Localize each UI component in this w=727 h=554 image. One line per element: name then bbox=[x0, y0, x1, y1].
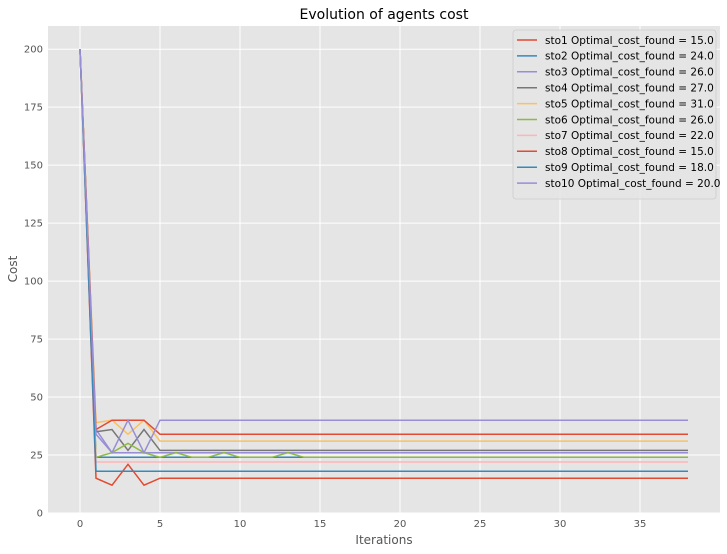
y-tick-label: 200 bbox=[24, 45, 43, 56]
x-tick-label: 5 bbox=[157, 519, 163, 530]
series-line-6 bbox=[79, 49, 688, 459]
series-line-10 bbox=[79, 49, 688, 455]
y-tick-label: 175 bbox=[24, 103, 43, 114]
legend-entry: sto6 Optimal_cost_found = 26.0 bbox=[545, 114, 714, 126]
legend-entry: sto9 Optimal_cost_found = 18.0 bbox=[545, 162, 714, 174]
y-tick-label: 125 bbox=[24, 219, 43, 230]
legend: sto1 Optimal_cost_found = 15.0 sto2 Optim… bbox=[512, 29, 721, 200]
legend-entry: sto5 Optimal_cost_found = 31.0 bbox=[545, 98, 714, 110]
y-tick-label: 25 bbox=[30, 451, 43, 462]
chart-title: Evolution of agents cost bbox=[300, 7, 469, 23]
legend-box bbox=[512, 29, 717, 200]
x-tick-label: 25 bbox=[474, 519, 487, 530]
x-axis-label: Iterations bbox=[355, 533, 412, 547]
y-tick-label: 75 bbox=[30, 335, 43, 346]
legend-entry: sto4 Optimal_cost_found = 27.0 bbox=[545, 83, 714, 95]
x-tick-label: 35 bbox=[634, 519, 647, 530]
ticks: 0 5 10 15 20 25 30 35 0 25 50 75 100 125 150 175 200 bbox=[24, 45, 646, 530]
x-tick-label: 15 bbox=[314, 519, 327, 530]
y-tick-label: 0 bbox=[37, 509, 43, 520]
x-tick-label: 10 bbox=[234, 519, 247, 530]
x-tick-label: 20 bbox=[394, 519, 407, 530]
series-line-1 bbox=[79, 49, 688, 487]
legend-entry: sto10 Optimal_cost_found = 20.0 bbox=[545, 178, 721, 190]
y-tick-label: 50 bbox=[30, 393, 43, 404]
y-tick-label: 100 bbox=[24, 277, 43, 288]
x-tick-label: 30 bbox=[554, 519, 567, 530]
series-lines bbox=[79, 49, 688, 487]
legend-entry: sto1 Optimal_cost_found = 15.0 bbox=[545, 35, 714, 47]
y-axis-label: Cost bbox=[6, 255, 20, 282]
legend-entry: sto2 Optimal_cost_found = 24.0 bbox=[545, 51, 714, 63]
legend-entry: sto7 Optimal_cost_found = 22.0 bbox=[545, 130, 714, 142]
y-tick-label: 150 bbox=[24, 161, 43, 172]
legend-entry: sto8 Optimal_cost_found = 15.0 bbox=[545, 146, 714, 158]
x-tick-label: 0 bbox=[77, 519, 83, 530]
legend-entry: sto3 Optimal_cost_found = 26.0 bbox=[545, 67, 714, 79]
